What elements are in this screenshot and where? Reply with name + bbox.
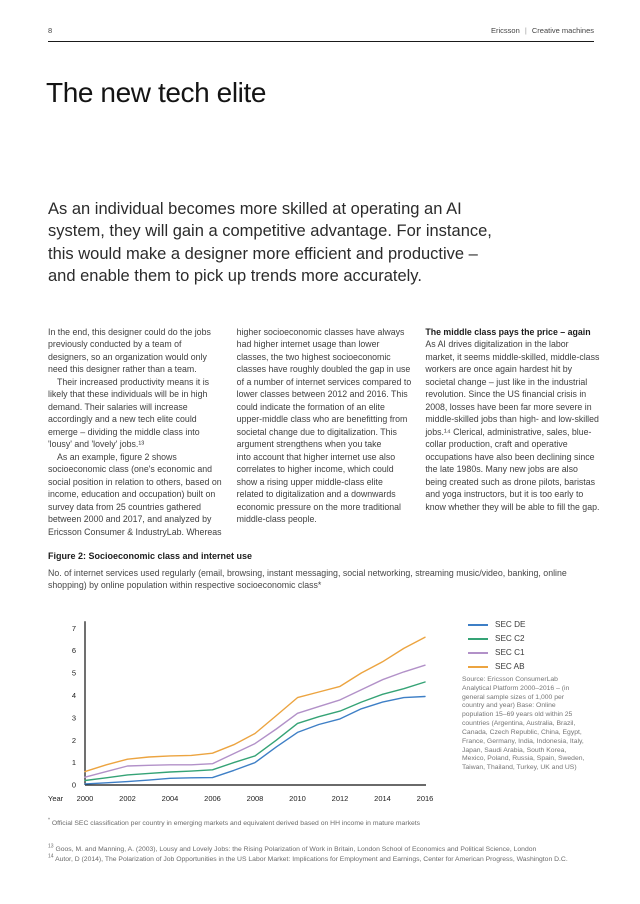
svg-text:Year: Year [48, 794, 64, 803]
paragraph: As AI drives digitalization in the labor… [425, 339, 600, 512]
paragraph: higher socioeconomic classes have always… [236, 327, 412, 450]
header-doc-title: Creative machines [531, 26, 594, 35]
legend-swatch-icon [468, 637, 488, 640]
legend-item-sec-ab: SEC AB [468, 662, 525, 671]
svg-text:5: 5 [72, 669, 76, 678]
svg-text:7: 7 [72, 624, 76, 633]
paragraph: Their increased productivity means it is… [48, 376, 210, 450]
footnote-marker: * [48, 817, 50, 824]
figure-caption: Figure 2: Socioeconomic class and intern… [48, 551, 253, 561]
svg-text:2000: 2000 [77, 794, 94, 803]
legend-label: SEC DE [495, 620, 526, 629]
body-columns: In the end, this designer could do the j… [48, 326, 600, 538]
figure2-line-chart: 0 1 2 3 4 5 6 7 Year 2000 2002 2004 2006 2008 2010 2012… [48, 621, 434, 803]
body-column-1: In the end, this designer could do the j… [48, 326, 223, 538]
paragraph: In the end, this designer could do the j… [48, 327, 211, 375]
figure-footnote: * Official SEC classification per countr… [48, 817, 604, 827]
svg-text:2008: 2008 [247, 794, 264, 803]
legend-label: SEC C2 [495, 634, 525, 643]
footnote-marker: 13 [48, 843, 54, 850]
footnote-text: Autor, D (2014), The Polarization of Job… [53, 855, 568, 863]
footnote-text: Official SEC classification per country … [49, 820, 421, 827]
reference-footnotes: 13 Goos, M. and Manning, A. (2003), Lous… [48, 843, 604, 865]
section-heading: The middle class pays the price – again [425, 327, 591, 337]
page-number: 8 [48, 26, 53, 35]
svg-text:2: 2 [72, 736, 76, 745]
paragraph: into account that higher internet use al… [236, 451, 401, 525]
legend-label: SEC AB [495, 662, 525, 671]
chart-source-note: Source: Ericsson ConsumerLab Analytical … [462, 676, 585, 772]
svg-text:2012: 2012 [332, 794, 349, 803]
figure2-chart-area: 0 1 2 3 4 5 6 7 Year 2000 2002 2004 2006 2008 2010 2012… [48, 604, 460, 822]
svg-text:2010: 2010 [289, 794, 306, 803]
header-brand-group: Ericsson | Creative machines [488, 26, 594, 35]
legend-item-sec-c2: SEC C2 [468, 634, 525, 643]
body-column-2: higher socioeconomic classes have always… [237, 326, 412, 538]
svg-text:0: 0 [72, 781, 76, 790]
header-divider: | [524, 26, 527, 35]
svg-text:2004: 2004 [162, 794, 179, 803]
svg-text:2014: 2014 [374, 794, 391, 803]
intro-paragraph: As an individual becomes more skilled at… [48, 200, 492, 286]
legend-swatch-icon [468, 651, 488, 654]
figure-subtitle: No. of internet services used regularly … [48, 568, 567, 591]
legend-swatch-icon [468, 623, 488, 626]
footnote-text: Goos, M. and Manning, A. (2003), Lousy a… [53, 846, 537, 853]
page-title: The new tech elite [46, 76, 267, 108]
legend-label: SEC C1 [495, 648, 525, 657]
svg-text:1: 1 [72, 758, 76, 767]
svg-text:2006: 2006 [204, 794, 221, 803]
legend-item-sec-c1: SEC C1 [468, 648, 525, 657]
footnote-14: 14 Autor, D (2014), The Polarization of … [48, 853, 604, 865]
footnote-marker: 14 [48, 853, 54, 860]
svg-text:2016: 2016 [417, 794, 434, 803]
legend-item-sec-de: SEC DE [468, 620, 525, 629]
svg-text:3: 3 [72, 713, 76, 722]
legend-swatch-icon [468, 665, 488, 668]
svg-text:2002: 2002 [119, 794, 136, 803]
body-column-3: The middle class pays the price – again … [425, 326, 600, 538]
chart-legend: SEC DE SEC C2 SEC C1 SEC AB [468, 620, 525, 676]
paragraph: As an example, figure 2 shows socioecono… [48, 451, 222, 537]
brand-name: Ericsson [490, 26, 520, 35]
footnote-13: 13 Goos, M. and Manning, A. (2003), Lous… [48, 843, 604, 855]
page-header: 8 Ericsson | Creative machines [48, 26, 594, 42]
svg-text:6: 6 [72, 646, 76, 655]
svg-text:4: 4 [72, 691, 76, 700]
